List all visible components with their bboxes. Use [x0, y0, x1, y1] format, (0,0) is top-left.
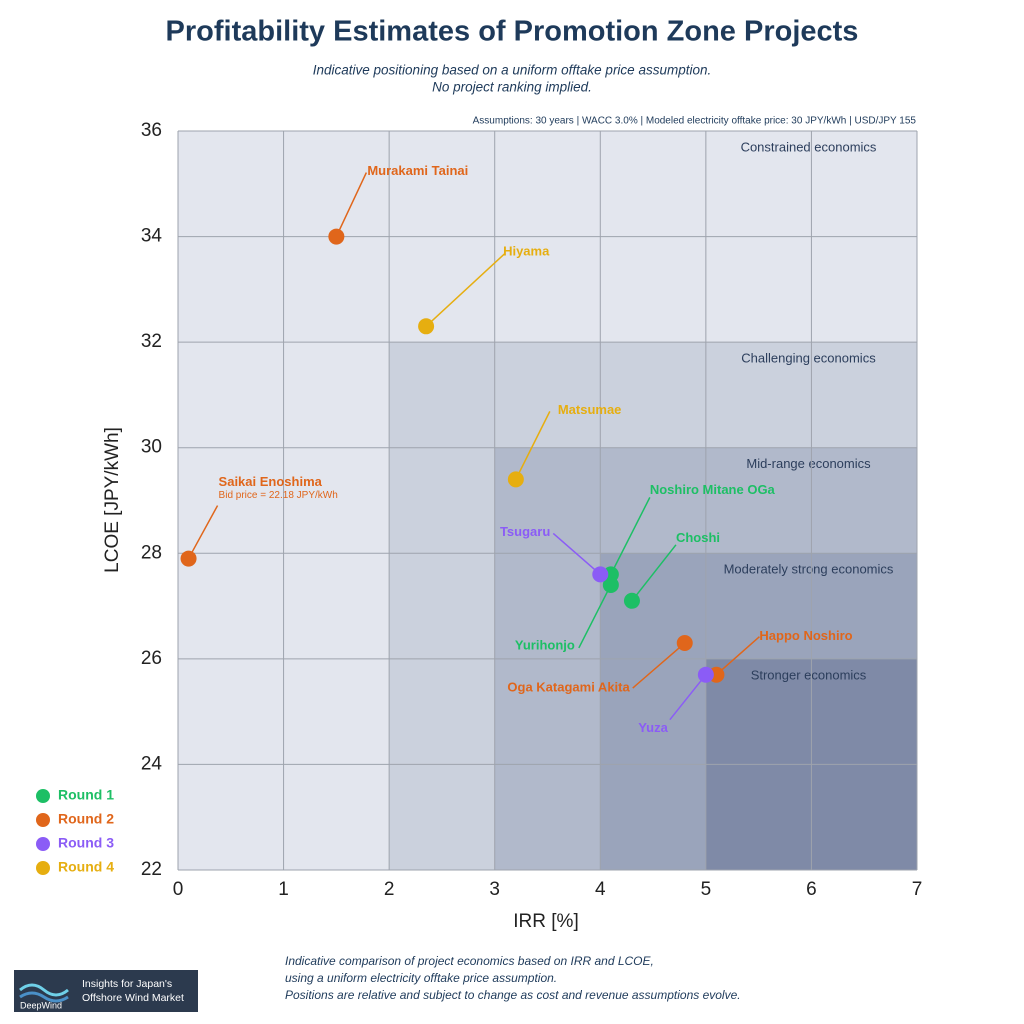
y-tick-label: 34 [141, 226, 163, 247]
point-label: Happo Noshiro [759, 628, 852, 643]
subtitle: Indicative positioning based on a unifor… [313, 63, 711, 78]
leader-line [187, 505, 219, 559]
point [602, 576, 619, 593]
legend-label: Round 2 [58, 811, 114, 827]
x-axis-label: IRR [%] [513, 911, 578, 932]
y-tick-label: 36 [141, 120, 162, 141]
point [676, 635, 693, 652]
y-tick-label: 26 [141, 648, 162, 669]
leader-line [578, 584, 612, 649]
legend-label: Round 4 [58, 859, 114, 875]
y-tick-label: 24 [141, 753, 163, 774]
logo-brand: DeepWind [20, 1000, 62, 1010]
x-tick-label: 2 [384, 879, 395, 900]
point [507, 471, 524, 488]
point-label: Matsumae [558, 402, 622, 417]
zone-label: Challenging economics [741, 351, 876, 366]
point [328, 228, 345, 245]
y-tick-label: 28 [141, 542, 162, 563]
leader-line [632, 642, 686, 689]
point [697, 666, 714, 683]
logo-wave [19, 983, 69, 997]
logo-wave [19, 991, 69, 1003]
chart-title: Profitability Estimates of Promotion Zon… [166, 16, 859, 48]
zone-label: Moderately strong economics [724, 562, 894, 577]
point-label: Saikai Enoshima [219, 474, 323, 489]
point-label: Yuza [638, 720, 668, 735]
assumptions: Assumptions: 30 years | WACC 3.0% | Mode… [473, 116, 917, 127]
leader-line [610, 497, 651, 575]
legend-marker [36, 813, 50, 827]
point-label: Murakami Tainai [367, 163, 468, 178]
point-label: Hiyama [503, 244, 550, 259]
y-tick-label: 22 [141, 859, 162, 880]
point [180, 550, 197, 567]
leader-line [515, 411, 551, 480]
x-tick-label: 4 [595, 879, 606, 900]
y-axis-label: LCOE [JPY/kWh] [102, 427, 123, 573]
footnote: Positions are relative and subject to ch… [285, 988, 741, 1002]
logo-tagline: Offshore Wind Market [82, 992, 184, 1004]
leader-line [715, 636, 760, 676]
point [418, 318, 435, 335]
x-tick-label: 5 [701, 879, 712, 900]
x-tick-label: 0 [173, 879, 184, 900]
y-tick-label: 32 [141, 331, 162, 352]
leader-line [631, 544, 677, 602]
x-tick-label: 1 [278, 879, 289, 900]
legend-marker [36, 861, 50, 875]
zone-label: Stronger economics [751, 667, 867, 682]
subtitle: No project ranking implied. [432, 80, 592, 95]
legend-marker [36, 789, 50, 803]
leader-line [669, 674, 707, 721]
point [623, 592, 640, 609]
legend-label: Round 1 [58, 787, 114, 803]
leader-line [335, 172, 368, 237]
logo: Insights for Japan's Offshore Wind Marke… [14, 970, 198, 1012]
x-tick-label: 7 [912, 879, 923, 900]
point-label: Tsugaru [500, 524, 550, 539]
x-tick-label: 3 [489, 879, 500, 900]
point-label: Oga Katagami Akita [507, 679, 630, 694]
point-note: Bid price = 22.18 JPY/kWh [219, 490, 338, 501]
leader-line [552, 532, 601, 575]
footnote: Indicative comparison of project economi… [285, 954, 654, 968]
zone-label: Mid-range economics [746, 456, 871, 471]
x-tick-label: 6 [806, 879, 817, 900]
point [592, 566, 609, 583]
point-label: Choshi [676, 530, 720, 545]
point-label: Yurihonjo [515, 637, 575, 652]
logo-tagline: Insights for Japan's [82, 978, 172, 990]
footnote: using a uniform electricity offtake pric… [285, 971, 557, 985]
zone-label: Constrained economics [741, 139, 877, 154]
y-tick-label: 30 [141, 437, 162, 458]
legend-label: Round 3 [58, 835, 114, 851]
legend-marker [36, 837, 50, 851]
leader-line [425, 252, 506, 327]
point-label: Noshiro Mitane OGa [650, 482, 776, 497]
